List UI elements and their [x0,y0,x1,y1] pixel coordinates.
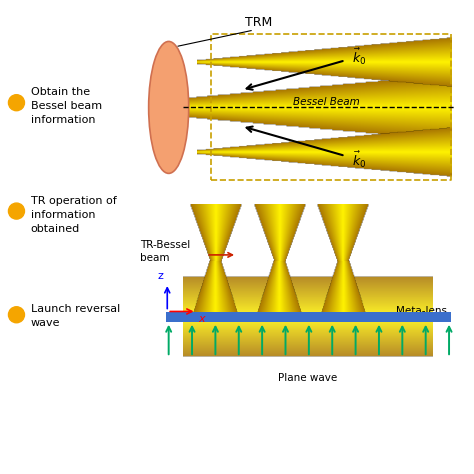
Circle shape [9,95,25,111]
Circle shape [9,307,25,323]
Circle shape [9,203,25,219]
Ellipse shape [149,41,189,173]
Text: $\vec{k}_0$: $\vec{k}_0$ [353,47,367,67]
Text: Meta-lens: Meta-lens [396,307,447,317]
Text: TR-Bessel
beam: TR-Bessel beam [140,239,191,263]
Text: Bessel Beam: Bessel Beam [293,97,360,107]
Text: z: z [158,271,164,281]
Text: $\vec{k}_0$: $\vec{k}_0$ [353,149,367,170]
Text: Obtain the
Bessel beam
information: Obtain the Bessel beam information [31,87,102,125]
Bar [166,312,451,322]
Text: TR operation of
information
obtained: TR operation of information obtained [31,196,116,234]
Text: Plane wave: Plane wave [278,374,337,383]
Text: TRM: TRM [245,16,272,29]
Text: x: x [198,314,204,324]
Text: Launch reversal
wave: Launch reversal wave [31,304,120,328]
